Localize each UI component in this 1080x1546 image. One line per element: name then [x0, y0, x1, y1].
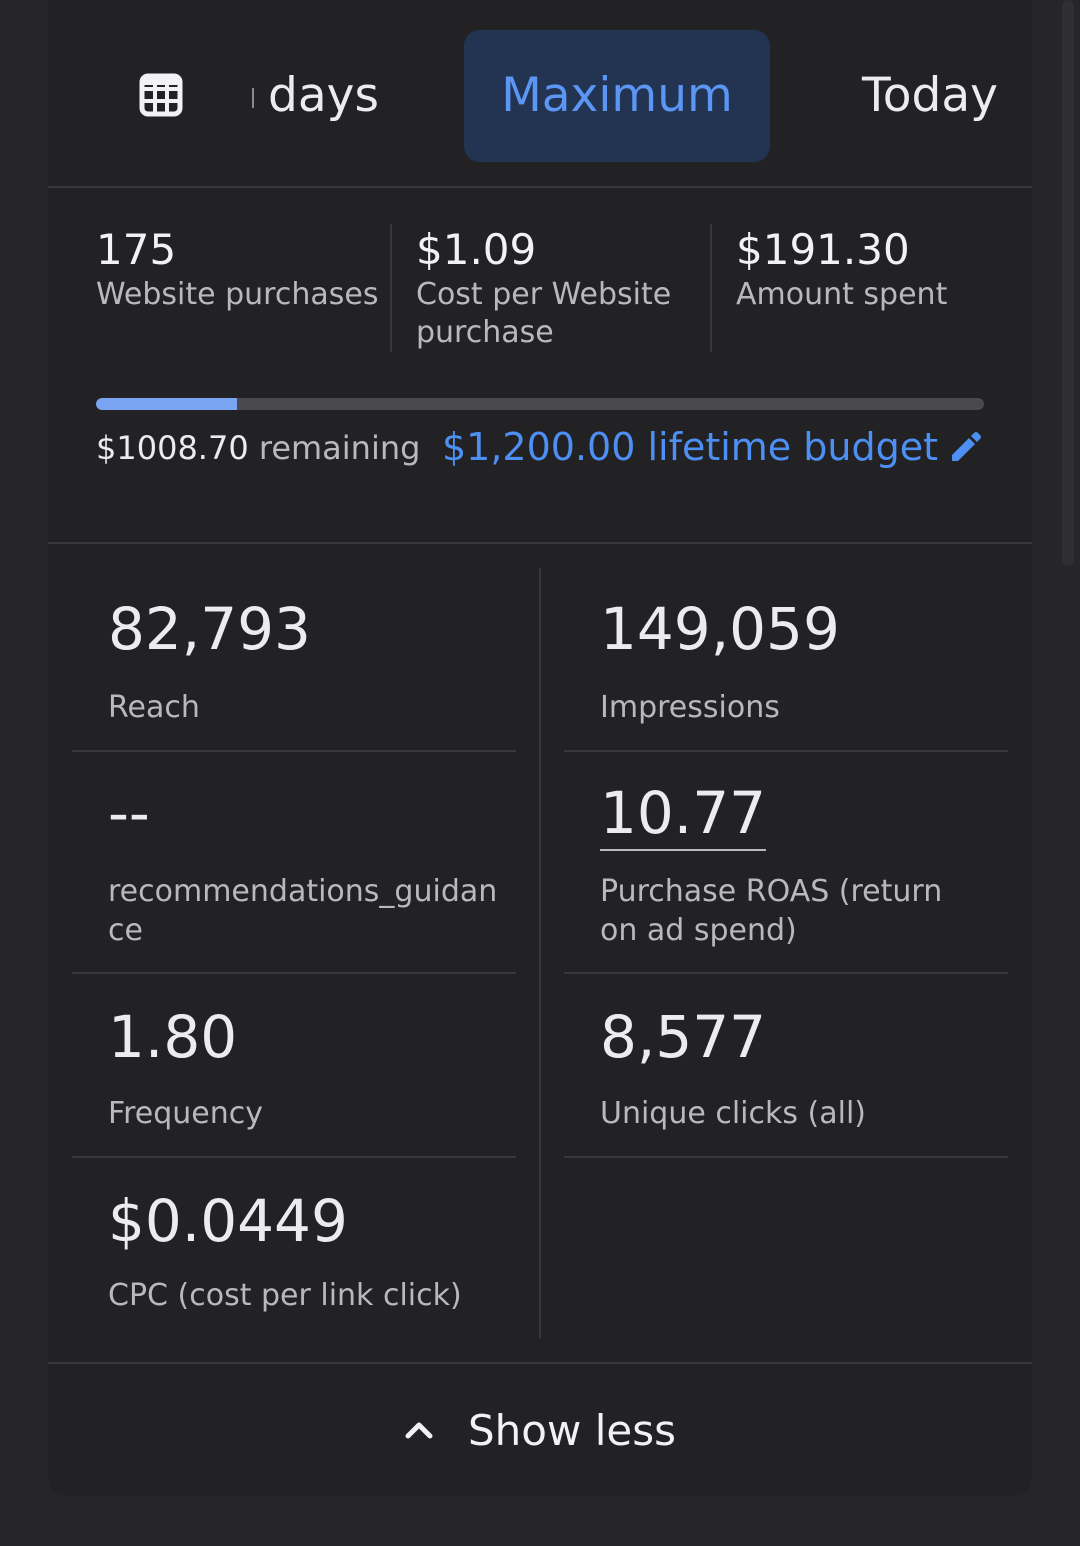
budget-progress-fill: [96, 398, 238, 410]
reach-label: Reach: [108, 690, 200, 725]
spent-value: $191.30: [736, 225, 910, 274]
pencil-icon: [952, 432, 981, 461]
metric-guidance[interactable]: -- recommendations_guidance: [72, 752, 516, 974]
summary-divider: [390, 224, 392, 352]
cost-value: $1.09: [416, 225, 537, 274]
budget-label: $1,200.00 lifetime budget: [441, 425, 938, 469]
metric-reach[interactable]: 82,793 Reach: [72, 568, 516, 752]
unique-clicks-label: Unique clicks (all): [600, 1096, 867, 1131]
budget-progress-bar: [96, 398, 984, 410]
tab-separator: [252, 88, 254, 108]
show-less-button[interactable]: Show less: [48, 1364, 1032, 1496]
cpc-label: CPC (cost per link click): [108, 1278, 462, 1313]
metric-roas[interactable]: 10.77 Purchase ROAS (return on ad spend): [564, 752, 1008, 974]
date-range-tabs: days Maximum Today: [48, 0, 1032, 188]
roas-label: Purchase ROAS (return on ad spend): [600, 874, 943, 948]
cpc-value: $0.0449: [108, 1187, 348, 1255]
tab-days[interactable]: days: [268, 68, 379, 123]
scrollbar[interactable]: [1062, 0, 1074, 566]
reach-value: 82,793: [108, 595, 311, 663]
metric-unique-clicks[interactable]: 8,577 Unique clicks (all): [564, 974, 1008, 1158]
calendar-button[interactable]: [128, 66, 194, 128]
summary-cost: $1.09 Cost per Website purchase: [416, 224, 686, 352]
guidance-value: --: [108, 779, 150, 847]
remaining-label: remaining: [258, 429, 421, 467]
guidance-label: recommendations_guidance: [108, 874, 498, 948]
metric-cpc[interactable]: $0.0449 CPC (cost per link click): [72, 1158, 516, 1338]
impressions-value: 149,059: [600, 595, 840, 663]
spent-label: Amount spent: [736, 277, 948, 312]
impressions-label: Impressions: [600, 690, 780, 725]
frequency-value: 1.80: [108, 1003, 238, 1071]
remaining-amount: $1008.70: [96, 429, 249, 467]
grid-divider: [539, 568, 541, 1338]
roas-value[interactable]: 10.77: [600, 779, 767, 851]
show-less-label: Show less: [468, 1405, 676, 1455]
summary-section: 175 Website purchases $1.09 Cost per Web…: [48, 188, 1032, 544]
calendar-grid-icon: [139, 73, 183, 117]
edit-budget-link[interactable]: $1,200.00 lifetime budget: [442, 422, 984, 472]
purchases-value: 175: [96, 225, 177, 274]
metric-impressions[interactable]: 149,059 Impressions: [564, 568, 1008, 752]
purchases-label: Website purchases: [96, 277, 379, 312]
cost-label: Cost per Website purchase: [416, 277, 672, 350]
metric-frequency[interactable]: 1.80 Frequency: [72, 974, 516, 1158]
summary-divider: [710, 224, 712, 352]
tab-maximum[interactable]: Maximum: [464, 30, 770, 162]
chevron-up-icon: [405, 1422, 433, 1439]
tab-today[interactable]: Today: [862, 68, 998, 123]
summary-purchases: 175 Website purchases: [96, 224, 396, 314]
summary-spent: $191.30 Amount spent: [736, 224, 996, 314]
metrics-grid: 82,793 Reach 149,059 Impressions -- reco…: [48, 544, 1032, 1364]
insights-card: days Maximum Today 175 Website purchases…: [48, 0, 1032, 1496]
unique-clicks-value: 8,577: [600, 1003, 767, 1071]
budget-remaining: $1008.70 remaining: [96, 426, 420, 470]
frequency-label: Frequency: [108, 1096, 263, 1131]
